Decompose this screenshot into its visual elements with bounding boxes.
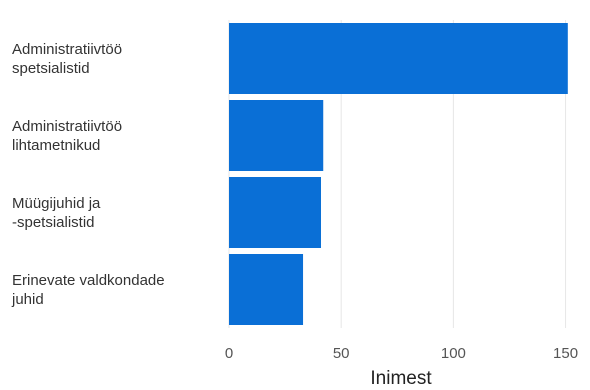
category-label-line: lihtametnikud xyxy=(12,137,100,154)
category-label: Administratiivtöö lihtametnikud xyxy=(12,118,122,154)
x-tick-label: 100 xyxy=(441,345,466,362)
bar-layer xyxy=(229,23,568,325)
category-label: Müügijuhid ja -spetsialistid xyxy=(12,195,101,231)
category-label-line: juhid xyxy=(11,291,44,308)
category-label-line: spetsialistid xyxy=(12,60,90,77)
category-label-line: Erinevate valdkondade xyxy=(12,272,165,289)
category-label-line: Müügijuhid ja xyxy=(12,195,101,212)
bar xyxy=(229,177,321,248)
category-label-line: Administratiivtöö xyxy=(12,118,122,135)
x-tick-layer: 0 50 100 150 xyxy=(225,345,578,362)
category-label-layer: Administratiivtöö spetsialistidAdministra… xyxy=(11,41,165,308)
x-tick-label: 150 xyxy=(553,345,578,362)
category-label: Erinevate valdkondade juhid xyxy=(11,272,165,308)
bar xyxy=(229,100,324,171)
bar xyxy=(229,254,304,325)
category-label-line: Administratiivtöö xyxy=(12,41,122,58)
x-tick-label: 0 xyxy=(225,345,233,362)
bar xyxy=(229,23,568,94)
x-axis-title: Inimest xyxy=(370,368,432,389)
x-tick-label: 50 xyxy=(333,345,350,362)
category-label-line: -spetsialistid xyxy=(12,214,95,231)
category-label: Administratiivtöö spetsialistid xyxy=(12,41,122,77)
